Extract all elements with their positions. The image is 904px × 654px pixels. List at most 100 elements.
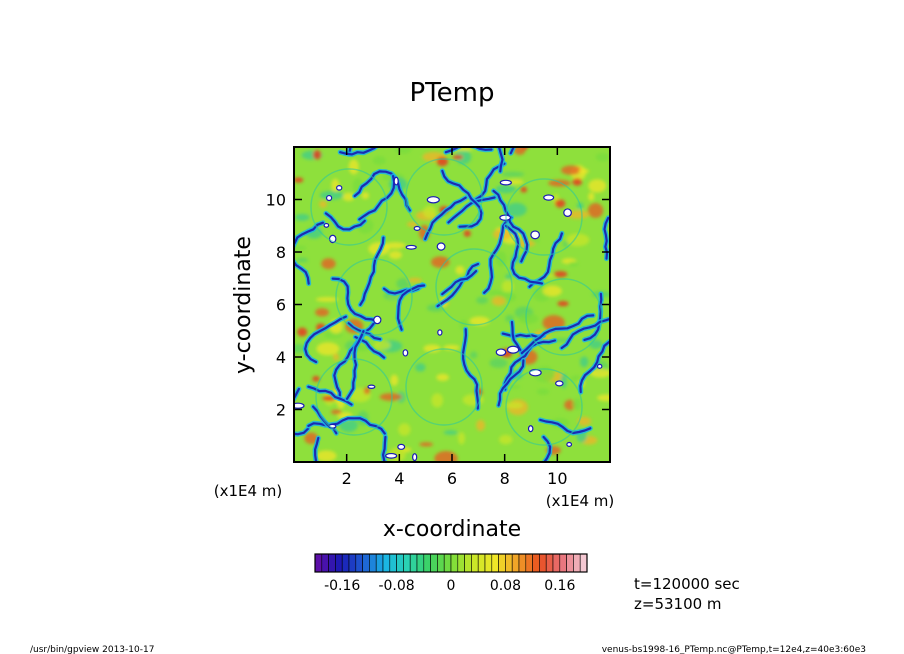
colorbar-bin — [369, 553, 377, 573]
colorbar-bin — [484, 553, 493, 573]
field-patch — [315, 297, 339, 302]
front-core — [345, 330, 365, 400]
front-core — [436, 262, 480, 308]
colorbar-bin — [477, 553, 486, 573]
field-patch — [443, 430, 458, 435]
out-of-range-cell — [563, 208, 572, 217]
front-core — [307, 385, 353, 406]
field-patch — [296, 257, 309, 263]
out-of-range-cell — [336, 185, 343, 191]
time-annotation: t=120000 sec — [634, 575, 740, 593]
colorbar-bin — [471, 553, 479, 573]
y-axis-unit-label: (x1E4 m) — [214, 482, 283, 500]
colorbar-tick-label: 0 — [447, 578, 456, 594]
front-core — [447, 196, 496, 224]
field-patch — [505, 402, 524, 409]
front-core — [505, 224, 544, 285]
out-of-range-cell — [367, 384, 376, 389]
colorbar-bin — [355, 553, 363, 573]
out-of-range-cell — [437, 329, 443, 336]
colorbar-bin — [382, 553, 391, 573]
field-patch — [373, 340, 391, 350]
colorbar-bin — [348, 553, 357, 573]
field-patch — [396, 278, 411, 290]
out-of-range-cell — [527, 425, 534, 433]
field-patch — [491, 296, 506, 306]
out-of-range-cell — [294, 402, 305, 409]
field-patch — [294, 245, 307, 251]
x-tick-label: 4 — [394, 469, 404, 488]
warm-spot — [520, 186, 528, 193]
convection-cell-edge — [435, 248, 513, 326]
colorbar-bin — [566, 553, 574, 573]
front-core — [497, 359, 525, 407]
field-patch — [455, 149, 472, 165]
colorbar-bin — [525, 553, 533, 573]
field-patch — [501, 280, 514, 293]
out-of-range-cell — [402, 349, 409, 357]
convection-cell-edge — [525, 278, 603, 356]
colorbar-bin — [505, 553, 513, 573]
colorbar: -0.16 -0.08 0 0.08 0.16 — [314, 553, 588, 594]
x-axis: 2 4 6 8 10 — [342, 147, 568, 488]
colorbar-bin — [416, 553, 425, 573]
cold-front-network — [294, 147, 610, 462]
out-of-range-cell — [385, 452, 398, 459]
field-patch — [572, 398, 582, 411]
front-core — [424, 196, 467, 241]
warm-spot — [572, 178, 583, 186]
field-patch — [542, 285, 562, 297]
field-patch — [304, 432, 319, 445]
field-patch — [348, 159, 359, 175]
field-patch — [319, 190, 344, 200]
convection-cell-edge — [315, 358, 393, 436]
colorbar-bin — [328, 553, 336, 573]
field-patch — [316, 450, 337, 462]
colorbar-bin — [423, 553, 431, 573]
front-core — [475, 162, 506, 201]
front-core — [441, 169, 483, 228]
field-patch — [536, 388, 550, 396]
field-patch — [595, 152, 610, 162]
colorbar-bin — [341, 553, 350, 573]
colorbar-bin — [532, 553, 540, 573]
x-axis-unit-label: (x1E4 m) — [546, 492, 615, 510]
colorbar-tick-label: -0.08 — [378, 578, 414, 594]
colorbar-bin — [396, 553, 404, 573]
field-patch — [501, 171, 525, 177]
y-tick-label: 2 — [276, 401, 286, 420]
out-of-range-cell — [499, 179, 512, 186]
front-core — [520, 314, 595, 355]
front-core — [382, 435, 387, 462]
field-patch — [489, 358, 508, 368]
colorbar-bin — [321, 553, 329, 573]
field-patch — [390, 374, 399, 386]
x-tick-label: 8 — [500, 469, 510, 488]
front-core — [294, 387, 310, 436]
front-core — [359, 236, 385, 306]
y-axis: 2 4 6 8 10 — [266, 191, 610, 420]
x-tick-label: 2 — [342, 469, 352, 488]
y-tick-label: 10 — [266, 191, 286, 210]
warm-spot — [463, 230, 471, 237]
out-of-range-cell — [530, 230, 540, 240]
x-tick-label: 6 — [447, 469, 457, 488]
field-patch — [455, 265, 465, 275]
field-patch — [414, 363, 426, 372]
field-patch — [518, 313, 539, 324]
warm-spot — [557, 300, 569, 307]
height-annotation: z=53100 m — [634, 595, 722, 613]
field-patch — [316, 342, 340, 356]
convection-cell-edge — [310, 168, 388, 246]
front-core — [560, 317, 610, 350]
front-core — [441, 270, 478, 296]
field-patch — [588, 192, 595, 201]
front-halo — [508, 147, 517, 156]
field-patch — [332, 353, 340, 361]
field-patch — [487, 289, 503, 296]
field-patch — [476, 296, 488, 304]
front-core — [497, 147, 504, 173]
footer-right: venus-bs1998-16_PTemp.nc@PTemp,t=12e4,z=… — [602, 645, 866, 654]
colorbar-bin — [491, 553, 499, 573]
